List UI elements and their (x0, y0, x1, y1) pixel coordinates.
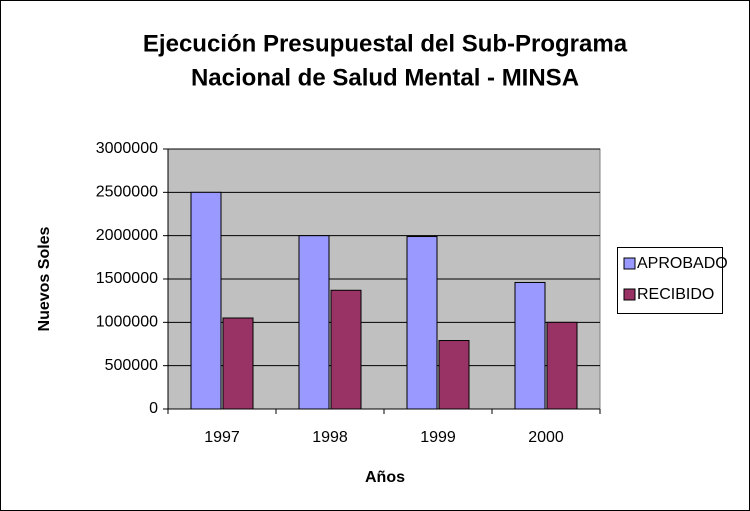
y-axis-title: Nuevos Soles (36, 226, 53, 331)
y-tick-label: 1500000 (96, 270, 158, 287)
x-tick-label: 1997 (204, 429, 240, 446)
legend-label: RECIBIDO (637, 286, 714, 303)
bar (438, 340, 470, 410)
x-tick-label: 1999 (420, 429, 456, 446)
x-tick-label: 1998 (312, 429, 348, 446)
bar (222, 317, 254, 410)
legend-swatch (623, 257, 636, 270)
y-tick-label: 1000000 (96, 314, 158, 331)
bar (546, 321, 578, 410)
y-tick-label: 2500000 (96, 184, 158, 201)
x-tick-label: 2000 (528, 429, 564, 446)
x-axis-title: Años (365, 469, 405, 486)
y-tick-label: 3000000 (96, 140, 158, 157)
legend-label: APROBADO (637, 255, 728, 272)
bar (190, 191, 222, 410)
chart-title: Nacional de Salud Mental - MINSA (191, 64, 579, 91)
bar (406, 236, 438, 410)
bar (330, 289, 362, 410)
legend-swatch (623, 288, 636, 301)
chart-title: Ejecución Presupuestal del Sub-Programa (143, 30, 628, 57)
y-tick-label: 0 (149, 400, 158, 417)
y-tick-label: 2000000 (96, 227, 158, 244)
bar (514, 281, 546, 410)
bar (298, 235, 330, 410)
y-tick-label: 500000 (105, 357, 158, 374)
